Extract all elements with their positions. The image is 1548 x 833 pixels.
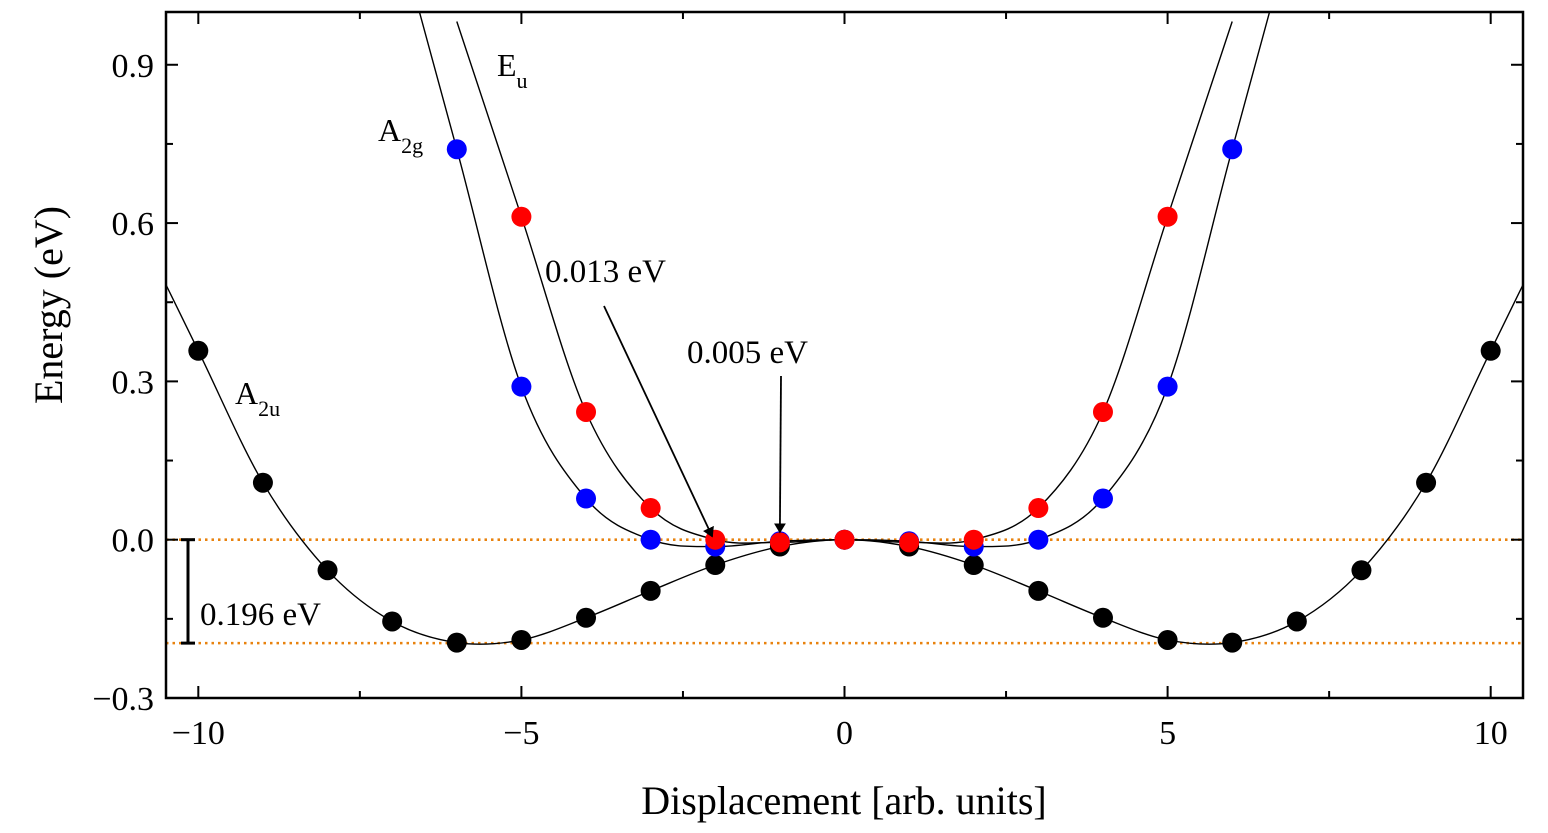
point-eu-10 bbox=[1157, 206, 1178, 227]
series-label-a2g: A2g bbox=[378, 112, 423, 158]
annotation-a2g-barrier: 0.013 eV bbox=[545, 254, 666, 290]
point-a2g-11 bbox=[1157, 376, 1178, 397]
point-a2u-13 bbox=[1028, 580, 1049, 601]
annotation-marks bbox=[181, 305, 786, 645]
point-a2u-8 bbox=[705, 555, 726, 576]
point-a2u-0 bbox=[188, 340, 209, 361]
point-a2u-16 bbox=[1222, 632, 1243, 653]
point-a2u-2 bbox=[317, 560, 338, 581]
x-tick-label: 10 bbox=[1474, 715, 1508, 752]
point-eu-2 bbox=[640, 498, 661, 519]
data-points bbox=[188, 139, 1501, 653]
point-a2u-4 bbox=[446, 632, 467, 653]
point-eu-9 bbox=[1092, 401, 1113, 422]
point-eu-7 bbox=[963, 529, 984, 550]
point-a2u-1 bbox=[252, 472, 273, 493]
x-tick-label: −5 bbox=[503, 715, 539, 752]
y-tick-label: 0.9 bbox=[112, 48, 155, 85]
barrier-label: 0.196 eV bbox=[200, 597, 321, 633]
point-a2u-12 bbox=[963, 555, 984, 576]
point-a2u-17 bbox=[1286, 611, 1307, 632]
point-a2g-2 bbox=[576, 488, 597, 509]
point-a2u-18 bbox=[1351, 560, 1372, 581]
point-a2g-9 bbox=[1028, 529, 1049, 550]
point-a2u-15 bbox=[1157, 629, 1178, 650]
point-eu-1 bbox=[576, 401, 597, 422]
x-axis-title: Displacement [arb. units] bbox=[641, 778, 1046, 823]
point-eu-5 bbox=[834, 529, 855, 550]
y-tick-label: 0.6 bbox=[112, 206, 155, 243]
x-tick-label: −10 bbox=[172, 715, 225, 752]
point-a2g-1 bbox=[511, 376, 532, 397]
point-a2u-3 bbox=[382, 611, 403, 632]
annotation-eu-barrier: 0.005 eV bbox=[687, 335, 808, 371]
point-a2u-6 bbox=[576, 607, 597, 628]
tick-labels: −10 −5 0 5 10 −0.3 0.0 0.3 0.6 0.9 bbox=[92, 48, 1507, 752]
point-eu-0 bbox=[511, 206, 532, 227]
axis-ticks bbox=[166, 12, 1523, 699]
plot-frame bbox=[164, 10, 1525, 700]
point-a2u-5 bbox=[511, 629, 532, 650]
point-a2g-3 bbox=[640, 529, 661, 550]
arrow-eu-barrier bbox=[773, 375, 786, 534]
y-tick-label: 0.0 bbox=[112, 523, 155, 560]
point-a2g-0 bbox=[446, 139, 467, 160]
point-a2u-20 bbox=[1480, 340, 1501, 361]
point-eu-3 bbox=[705, 529, 726, 550]
x-tick-label: 0 bbox=[836, 715, 853, 752]
y-tick-label: −0.3 bbox=[92, 681, 154, 718]
point-a2u-19 bbox=[1416, 472, 1437, 493]
y-axis-title: Energy (eV) bbox=[26, 206, 71, 404]
series-label-eu: Eu bbox=[497, 47, 528, 93]
point-eu-4 bbox=[769, 532, 790, 553]
point-a2g-10 bbox=[1092, 488, 1113, 509]
point-a2g-12 bbox=[1222, 139, 1243, 160]
fit-curve-a2u bbox=[166, 283, 1523, 645]
fit-curve-a2g bbox=[418, 12, 1271, 548]
point-eu-8 bbox=[1028, 498, 1049, 519]
point-a2u-14 bbox=[1092, 607, 1113, 628]
series-label-a2u: A2u bbox=[235, 375, 280, 421]
reference-lines bbox=[166, 538, 1523, 645]
point-eu-6 bbox=[899, 532, 920, 553]
y-tick-label: 0.3 bbox=[112, 364, 155, 401]
point-a2u-7 bbox=[640, 580, 661, 601]
arrow-a2g-barrier bbox=[603, 305, 714, 538]
x-tick-label: 5 bbox=[1159, 715, 1176, 752]
